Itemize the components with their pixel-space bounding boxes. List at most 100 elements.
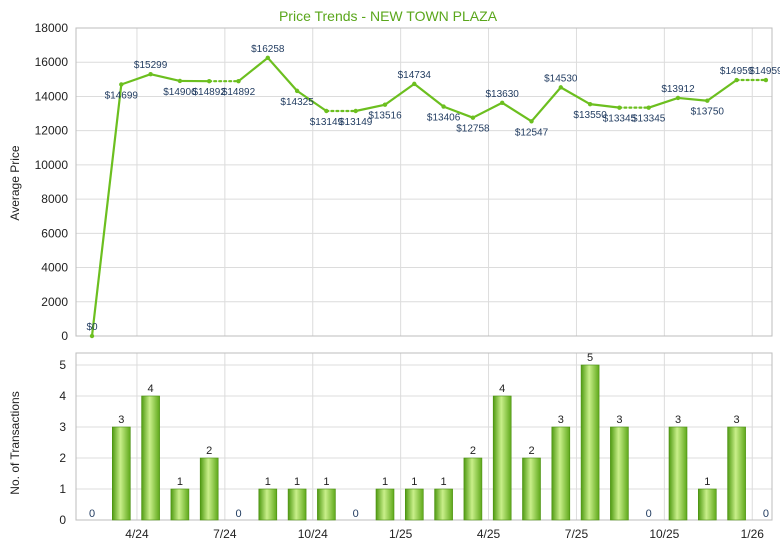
- transaction-data-label: 0: [763, 508, 769, 520]
- price-y-tick-label: 10000: [35, 158, 69, 172]
- price-point: [353, 108, 358, 114]
- transaction-data-label: 1: [323, 476, 329, 488]
- transaction-bar: [463, 457, 483, 521]
- transaction-bar: [697, 488, 717, 521]
- transaction-data-label: 1: [265, 476, 271, 488]
- price-point: [294, 88, 300, 94]
- transaction-data-label: 3: [734, 414, 740, 426]
- price-data-label: $12758: [456, 124, 490, 135]
- price-point: [382, 102, 388, 107]
- price-point: [207, 78, 212, 84]
- price-line-segment: [90, 83, 123, 338]
- price-line-segment: [442, 105, 474, 119]
- price-y-tick-label: 8000: [41, 192, 68, 206]
- price-plot-frame: [75, 27, 773, 337]
- x-tick-label: 4/25: [477, 527, 501, 541]
- price-point: [412, 81, 417, 87]
- transactions-y-tick-label: 3: [59, 420, 66, 434]
- price-data-label: $12547: [515, 127, 549, 138]
- transaction-bar: [727, 426, 746, 521]
- price-point: [675, 95, 681, 101]
- price-data-label: $13630: [486, 89, 520, 100]
- price-line-segment: [647, 96, 680, 109]
- price-line-segment: [588, 103, 621, 109]
- transaction-bar: [258, 488, 278, 521]
- price-data-label: $14530: [544, 73, 578, 84]
- transaction-bar: [610, 426, 629, 521]
- price-data-label: $13406: [427, 113, 461, 124]
- transaction-bar: [668, 426, 688, 521]
- x-tick-label: 7/24: [213, 527, 237, 541]
- price-line-segment: [354, 103, 387, 113]
- price-point: [705, 98, 710, 103]
- x-tick-label: 10/25: [649, 527, 679, 541]
- price-line-segment: [266, 56, 299, 92]
- price-line-segment: [413, 82, 445, 108]
- price-data-label: $14734: [398, 70, 432, 81]
- price-line-series: [90, 56, 768, 338]
- price-data-label: $14892: [193, 87, 227, 98]
- transaction-data-label: 4: [499, 383, 505, 395]
- transaction-data-label: 0: [646, 508, 652, 520]
- price-y-tick-label: 12000: [35, 124, 69, 138]
- transaction-data-label: 3: [616, 414, 622, 426]
- transaction-data-label: 2: [206, 445, 212, 457]
- price-y-tick-label: 2000: [41, 295, 68, 309]
- transaction-bar: [170, 488, 190, 521]
- price-data-label: $13912: [661, 84, 695, 95]
- x-tick-label: 10/24: [298, 527, 328, 541]
- transactions-y-tick-label: 1: [59, 482, 66, 496]
- transaction-bar: [287, 488, 307, 521]
- price-y-ticks: 0 2000 4000 6000 8000 10000 12000 14000 16000 180…: [35, 21, 69, 343]
- price-data-label: $14906: [163, 87, 197, 98]
- price-data-labels: $0$14699$15299$14906$14892$14892$16258$1…: [86, 44, 780, 333]
- transaction-data-labels: 0 3 4 1 2 0 1 1 1 0 1 1 1 2 4 2 3 5 3 0 3 1 3 0: [89, 352, 769, 520]
- price-point: [646, 105, 651, 110]
- transaction-bar: [434, 488, 453, 521]
- x-tick-label: 1/26: [741, 527, 765, 541]
- transactions-axis-title: No. of Transactions: [8, 391, 22, 494]
- price-data-label: $15299: [134, 60, 168, 71]
- price-data-label: $13750: [691, 107, 725, 118]
- price-data-label: $13345: [632, 114, 666, 125]
- price-axis-title: Average Price: [8, 145, 22, 220]
- transaction-bar: [199, 457, 219, 521]
- price-data-label: $14959: [749, 66, 780, 77]
- transaction-bar: [112, 426, 131, 521]
- x-tick-label: 7/25: [565, 527, 589, 541]
- price-point: [734, 77, 739, 83]
- price-data-label: $13516: [368, 111, 402, 122]
- price-line-segment: [120, 73, 152, 86]
- price-line-segment: [296, 89, 328, 113]
- price-data-label: $13149: [310, 117, 344, 128]
- price-line-segment: [149, 73, 181, 83]
- transaction-bar: [375, 488, 395, 521]
- transactions-plot-frame: [75, 352, 773, 521]
- price-y-tick-label: 6000: [41, 226, 68, 240]
- transaction-bar: [580, 364, 600, 521]
- transactions-y-ticks: 0 1 2 3 4 5: [59, 358, 66, 527]
- price-data-label: $13149: [339, 117, 373, 128]
- transaction-data-label: 4: [148, 383, 154, 395]
- price-y-tick-label: 14000: [35, 89, 69, 103]
- price-y-tick-label: 16000: [35, 55, 69, 69]
- price-point: [265, 55, 270, 61]
- price-line-segment: [530, 86, 562, 123]
- price-y-tick-label: 18000: [35, 21, 69, 35]
- x-tick-label: 4/24: [125, 527, 149, 541]
- price-data-label: $13345: [603, 114, 637, 125]
- transactions-gridlines: [76, 353, 772, 521]
- price-data-label: $14892: [222, 87, 256, 98]
- price-point: [148, 72, 153, 77]
- transaction-bar: [317, 488, 336, 521]
- price-y-tick-label: 0: [61, 329, 68, 343]
- price-point: [500, 100, 505, 105]
- transaction-bar: [522, 457, 541, 521]
- price-data-label: $16258: [251, 44, 285, 55]
- price-point: [236, 78, 241, 84]
- transaction-data-label: 0: [89, 508, 95, 520]
- price-line-segment: [676, 96, 709, 102]
- price-point: [558, 85, 563, 90]
- price-line-segment: [471, 101, 504, 119]
